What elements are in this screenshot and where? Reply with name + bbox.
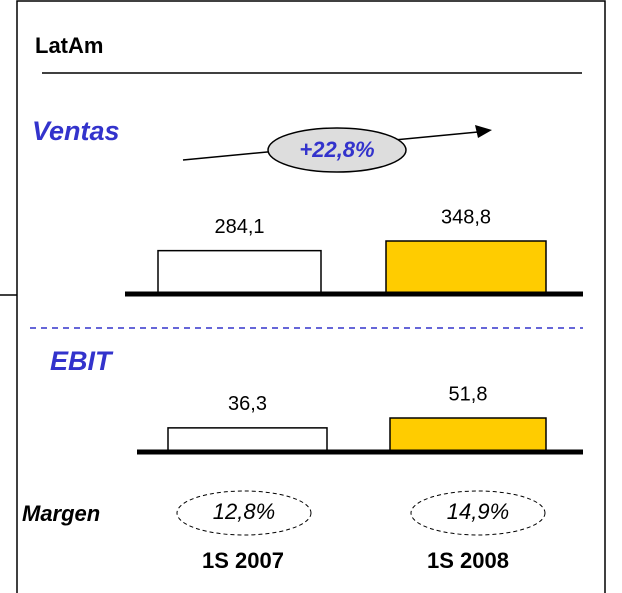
arrow-head (475, 125, 492, 138)
value-label: 36,3 (228, 393, 267, 415)
margin-value: 14,9% (447, 499, 509, 524)
margin-value: 12,8% (213, 499, 275, 524)
bar (167, 427, 328, 452)
margin-badge (410, 490, 546, 536)
section-title: EBIT (50, 346, 114, 376)
bar (385, 240, 547, 294)
category-label: 1S 2008 (427, 548, 509, 573)
region-title: LatAm (35, 33, 103, 58)
bar (389, 417, 547, 452)
category-label: 1S 2007 (202, 548, 284, 573)
value-label: 51,8 (449, 383, 488, 405)
growth-badge (267, 127, 407, 173)
value-label: 348,8 (441, 206, 491, 228)
bar (157, 249, 322, 294)
margin-title: Margen (22, 501, 100, 526)
frame (0, 0, 606, 593)
margin-badge (176, 490, 312, 536)
section-title: Ventas (32, 116, 120, 146)
growth-label: +22,8% (299, 137, 374, 162)
value-label: 284,1 (214, 216, 264, 238)
